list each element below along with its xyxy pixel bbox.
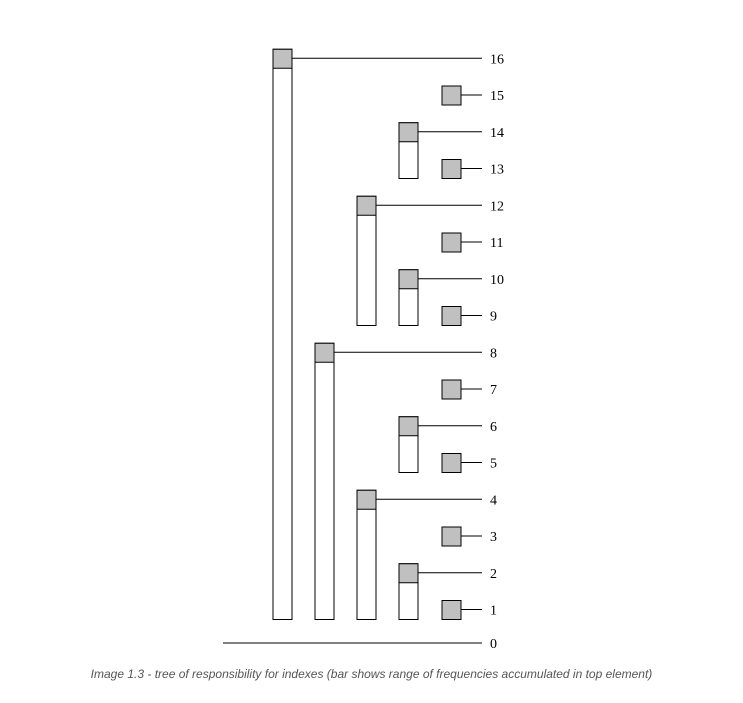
node-head-16	[272, 48, 293, 69]
range-bar-8	[314, 342, 335, 620]
node-head-3	[441, 526, 462, 547]
range-bar-16	[272, 48, 293, 620]
index-label-5: 5	[490, 457, 497, 472]
node-head-5	[441, 453, 462, 473]
node-head-11	[441, 232, 462, 253]
index-label-7: 7	[490, 383, 497, 398]
node-head-4	[356, 489, 377, 510]
index-label-8: 8	[490, 346, 497, 361]
index-label-16: 16	[490, 52, 504, 67]
node-head-10	[398, 269, 419, 290]
index-label-6: 6	[490, 420, 497, 435]
index-label-10: 10	[490, 273, 504, 288]
index-label-1: 1	[490, 604, 497, 619]
index-label-11: 11	[490, 236, 503, 251]
connector-lines	[291, 57, 482, 610]
node-head-9	[441, 306, 462, 326]
index-label-3: 3	[490, 530, 497, 545]
node-head-1	[441, 600, 462, 620]
node-head-7	[441, 379, 462, 400]
index-label-2: 2	[490, 567, 497, 582]
node-head-14	[398, 122, 419, 143]
node-head-12	[356, 195, 377, 216]
index-label-15: 15	[490, 89, 504, 104]
index-label-13: 13	[490, 163, 504, 178]
axis-zero-label: 0	[490, 637, 497, 652]
node-head-6	[398, 416, 419, 437]
index-label-4: 4	[490, 493, 497, 508]
node-head-13	[441, 159, 462, 179]
node-head-15	[441, 85, 462, 106]
index-label-9: 9	[490, 310, 497, 325]
node-head-2	[398, 563, 419, 584]
range-bars	[272, 48, 462, 620]
index-label-14: 14	[490, 126, 504, 141]
index-label-12: 12	[490, 199, 504, 214]
figure-caption: Image 1.3 - tree of responsibility for i…	[90, 667, 653, 681]
node-head-8	[314, 342, 335, 363]
